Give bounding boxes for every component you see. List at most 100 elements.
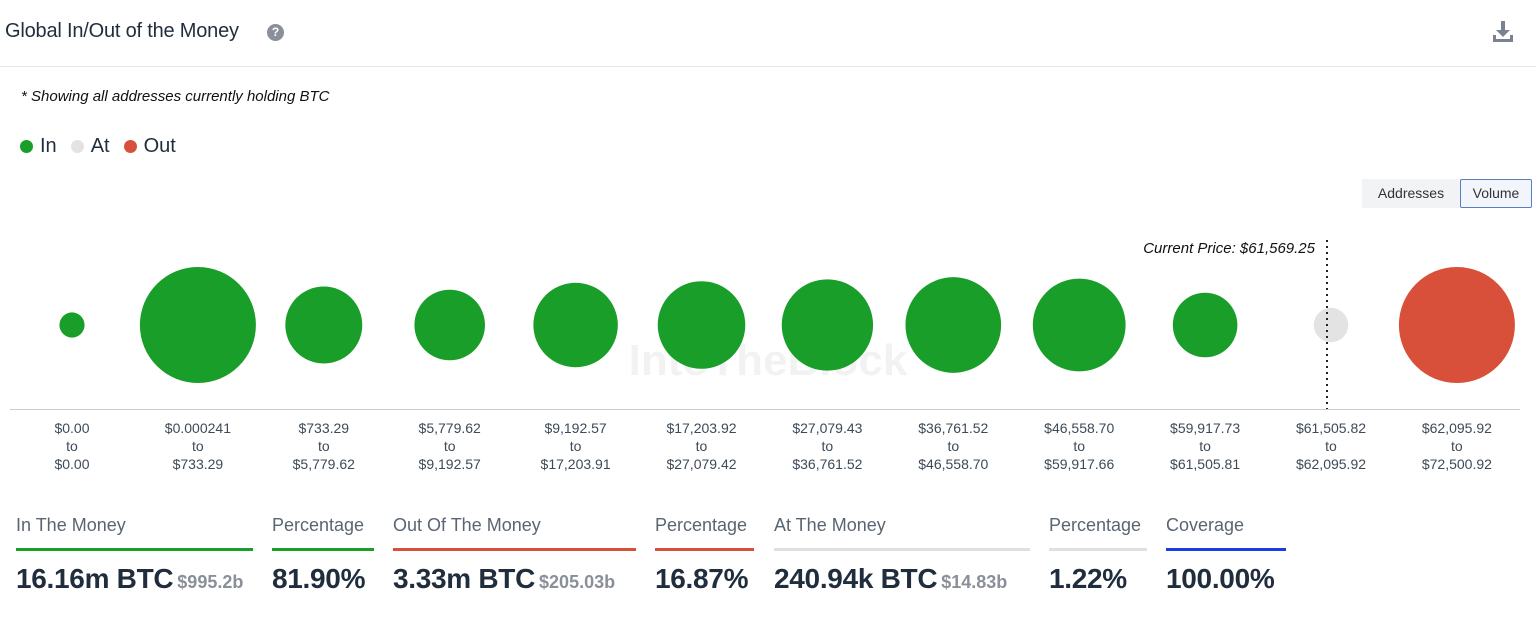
stat-label: Percentage [1049,515,1142,535]
tick-label-to: to [66,438,78,454]
tick-label-from: $9,192.57 [544,420,606,436]
tick-label-to-value: $72,500.92 [1422,456,1492,472]
download-icon[interactable] [1492,20,1514,44]
question-circle-icon[interactable]: ? [267,24,284,41]
bubble-in [414,289,485,361]
chart-legend: In At Out [20,134,190,158]
tick-label-to: to [1325,438,1337,454]
stat-value-row: 16.16m BTC $995.2b [16,563,253,595]
tick-label-to: to [1199,438,1211,454]
chart-note: * Showing all addresses currently holdin… [21,88,330,105]
summary-stats: In The Money 16.16m BTC $995.2b Percentag… [0,510,1536,620]
tick-label-from: $17,203.92 [666,420,736,436]
current-price-label: Current Price: $61,569.25 [1143,240,1315,257]
tick-label-from: $0.00 [54,420,89,436]
metric-toggle: Addresses Volume [1362,179,1532,208]
tick-label-to-value: $59,917.66 [1044,456,1114,472]
tick-label-to: to [947,438,959,454]
stat-at-the-money: At The Money 240.94k BTC $14.83b [774,510,1030,595]
legend-dot-at [70,139,84,153]
tick-label-to-value: $27,079.42 [666,456,736,472]
tick-label-from: $5,779.62 [419,420,481,436]
stat-usd-value: $205.03b [539,572,616,592]
stat-value-row: 1.22% [1049,563,1147,595]
legend-item-in[interactable]: In [20,135,57,158]
tick-label-to: to [822,438,834,454]
legend-dot-in [20,139,33,153]
stat-label: Out Of The Money [393,515,541,535]
page-title: Global In/Out of the Money [5,20,239,42]
stat-usd-value: $14.83b [941,572,1008,592]
bubble-in [1032,278,1126,372]
stat-value-row: 100.00% [1166,563,1286,595]
tick-label-from: $46,558.70 [1044,420,1114,436]
tick-label-to: to [1073,438,1085,454]
tick-label-from: $59,917.73 [1170,420,1240,436]
stat-label: Coverage [1166,515,1245,535]
tick-label-to: to [192,438,204,454]
stat-coverage: Coverage 100.00% [1166,510,1286,595]
bubble-in [1172,292,1238,358]
stat-value: 16.16m BTC [16,563,174,594]
stat-label: At The Money [774,515,886,535]
bubble-in [139,267,256,383]
stat-value: 3.33m BTC [393,563,536,594]
stat-label: Percentage [655,515,748,535]
legend-item-at[interactable]: At [70,134,110,158]
stat-underline [272,548,374,551]
legend-dot-out [123,139,137,153]
bubble-in [657,281,746,369]
tick-label-to-value: $9,192.57 [419,456,481,472]
stat-usd-value: $995.2b [177,572,244,592]
tick-label-to: to [570,438,582,454]
bubble-in [781,279,874,371]
tick-label-to-value: $0.00 [54,456,89,472]
stat-underline [774,548,1030,551]
tick-label-to-value: $5,779.62 [293,456,355,472]
stat-value: 16.87% [655,563,749,594]
legend-item-out[interactable]: Out [123,134,176,158]
in-out-money-chart: IntoTheBlock$0.00to$0.00$0.000241to$733.… [10,240,1520,472]
stat-value-row: 3.33m BTC $205.03b [393,563,636,595]
stat-value: 1.22% [1049,563,1127,594]
stat-value-row: 240.94k BTC $14.83b [774,563,1030,595]
tick-label-from: $36,761.52 [918,420,988,436]
stat-in-percentage: Percentage 81.90% [272,510,374,595]
legend-label-out: Out [143,134,176,157]
tick-label-to-value: $733.29 [173,456,224,472]
tick-label-from: $0.000241 [165,420,231,436]
tick-label-to: to [696,438,708,454]
bubble-in [59,312,85,338]
bubble-in [905,277,1002,373]
stat-underline [16,548,253,551]
bubble-out [1398,267,1515,383]
stat-underline [655,548,754,551]
bubble-in [285,286,363,364]
stat-underline [1166,548,1286,551]
tick-label-to-value: $36,761.52 [792,456,862,472]
stat-label: In The Money [16,515,126,535]
stat-value-row: 81.90% [272,563,374,595]
addresses-toggle-button[interactable]: Addresses [1362,179,1460,208]
tick-label-from: $27,079.43 [792,420,862,436]
tick-label-to-value: $61,505.81 [1170,456,1240,472]
stat-in-the-money: In The Money 16.16m BTC $995.2b [16,510,253,595]
stat-value: 100.00% [1166,563,1275,594]
volume-toggle-button[interactable]: Volume [1460,179,1532,208]
stat-out-percentage: Percentage 16.87% [655,510,754,595]
tick-label-from: $62,095.92 [1422,420,1492,436]
stat-value: 81.90% [272,563,366,594]
legend-label-at: At [90,134,110,157]
tick-label-to-value: $46,558.70 [918,456,988,472]
stat-value: 240.94k BTC [774,563,938,594]
tick-label-from: $61,505.82 [1296,420,1366,436]
tick-label-to: to [1451,438,1463,454]
tick-label-to-value: $62,095.92 [1296,456,1366,472]
tick-label-to: to [318,438,330,454]
tick-label-from: $733.29 [298,420,349,436]
tick-label-to: to [444,438,456,454]
stat-value-row: 16.87% [655,563,754,595]
tick-label-to-value: $17,203.91 [541,456,611,472]
bubble-at [1313,307,1349,343]
stat-label: Percentage [272,515,365,535]
